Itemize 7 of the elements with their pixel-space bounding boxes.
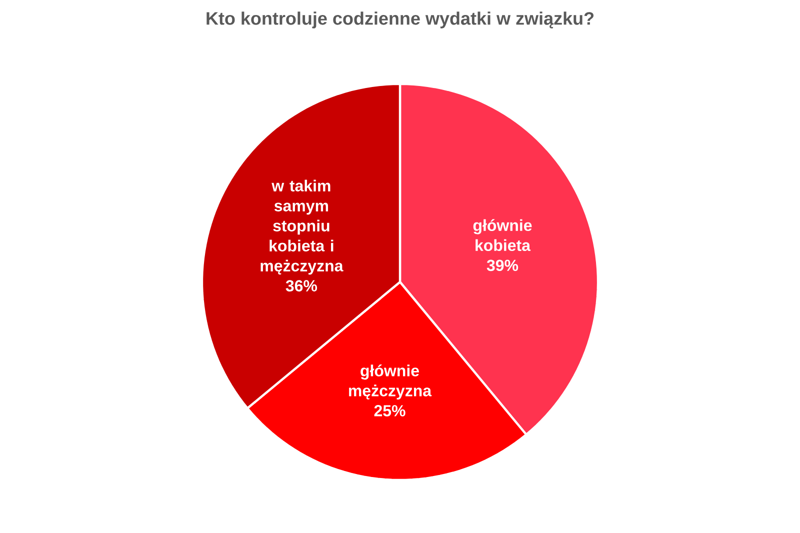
slice-label: głównie mężczyzna	[349, 364, 432, 400]
data-label: 36%	[286, 280, 318, 292]
slice-label: w takim samym stopniu kobieta i mężczyzna	[260, 180, 344, 275]
data-label: 39%	[486, 260, 518, 272]
slice-label: głównie kobieta	[473, 219, 532, 252]
chart-title: Kto kontroluje codzienne wydatki w związku?	[206, 12, 594, 28]
data-label: 25%	[374, 405, 406, 416]
